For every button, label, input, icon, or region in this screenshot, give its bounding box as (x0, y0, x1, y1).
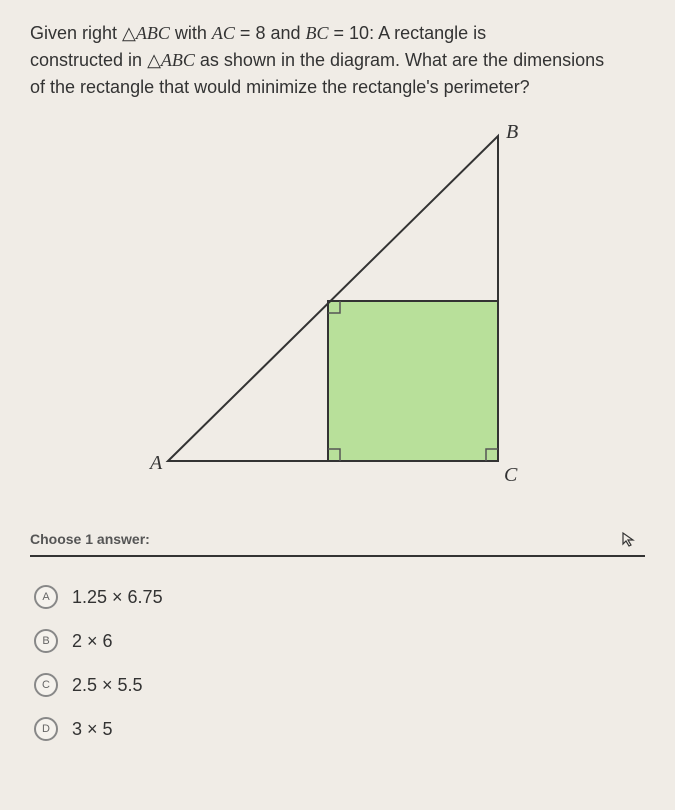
q-text: : A rectangle is (369, 23, 486, 43)
q-text: with (170, 23, 212, 43)
q-text: and (265, 23, 305, 43)
abc: ABC (161, 50, 195, 70)
answer-option[interactable]: A 1.25 × 6.75 (30, 575, 645, 619)
abc: ABC (136, 23, 170, 43)
answer-option[interactable]: C 2.5 × 5.5 (30, 663, 645, 707)
answer-radio[interactable]: A (34, 585, 58, 609)
svg-text:A: A (148, 452, 163, 474)
answer-text: 2 × 6 (72, 631, 113, 652)
q-text: constructed in (30, 50, 147, 70)
answer-radio[interactable]: D (34, 717, 58, 741)
eq-rhs: 10 (349, 23, 369, 43)
diagram-container: A B C (30, 121, 645, 501)
q-text: Given right (30, 23, 122, 43)
cursor-icon (621, 531, 637, 552)
svg-text:B: B (506, 121, 518, 143)
triangle-diagram: A B C (128, 121, 548, 501)
question-text: Given right △ABC with AC = 8 and BC = 10… (30, 20, 645, 101)
svg-text:C: C (504, 464, 518, 486)
choose-answer-label: Choose 1 answer: (30, 531, 645, 547)
triangle-symbol: △ (122, 23, 136, 43)
answer-radio[interactable]: C (34, 673, 58, 697)
q-text: as shown in the diagram. What are the di… (195, 50, 604, 70)
eq-lhs: BC (306, 23, 329, 43)
divider (30, 555, 645, 557)
q-text: of the rectangle that would minimize the… (30, 77, 530, 97)
eq-rhs: 8 (255, 23, 265, 43)
answer-text: 2.5 × 5.5 (72, 675, 143, 696)
answer-radio[interactable]: B (34, 629, 58, 653)
answer-text: 1.25 × 6.75 (72, 587, 163, 608)
eq-op: = (329, 23, 350, 43)
eq-lhs: AC (212, 23, 235, 43)
triangle-symbol: △ (147, 50, 161, 70)
eq-op: = (235, 23, 256, 43)
answer-option[interactable]: D 3 × 5 (30, 707, 645, 751)
answer-option[interactable]: B 2 × 6 (30, 619, 645, 663)
answer-text: 3 × 5 (72, 719, 113, 740)
